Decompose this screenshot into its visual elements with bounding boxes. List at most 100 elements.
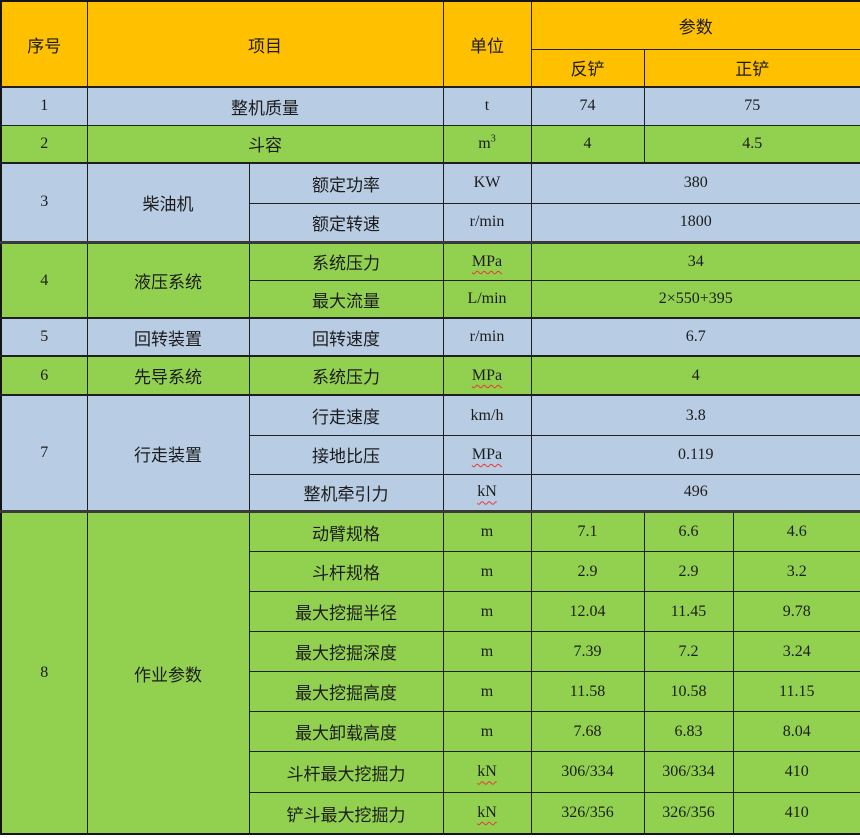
col-header-item[interactable]: 项目 xyxy=(86,0,444,88)
value-cell[interactable]: 7.2 xyxy=(643,631,734,673)
row1-unit-cell[interactable]: t xyxy=(442,86,532,126)
row7-item-travel-speed[interactable]: 行走速度 xyxy=(248,394,444,436)
value-cell[interactable]: 11.45 xyxy=(643,591,734,633)
row2-item-cell[interactable]: 斗容 xyxy=(86,124,444,164)
row5-no-cell[interactable]: 5 xyxy=(0,317,88,357)
row8-unit-m[interactable]: m xyxy=(442,631,532,673)
value-cell[interactable]: 10.58 xyxy=(643,671,734,713)
row4-system-pressure-value[interactable]: 34 xyxy=(530,240,860,281)
row3-item-rated-power[interactable]: 额定功率 xyxy=(248,162,444,204)
row5-item-swing-speed[interactable]: 回转速度 xyxy=(248,317,444,357)
value-cell[interactable]: 3.24 xyxy=(732,631,860,673)
row8-unit-m[interactable]: m xyxy=(442,551,532,593)
row7-drawbar-pull-value[interactable]: 496 xyxy=(530,473,860,513)
row8-item-boom-spec[interactable]: 动臂规格 xyxy=(248,509,444,553)
row6-no-cell[interactable]: 6 xyxy=(0,355,88,396)
value-cell[interactable]: 8.04 xyxy=(732,711,860,753)
row7-group-cell[interactable]: 行走装置 xyxy=(86,394,250,513)
row4-group-cell[interactable]: 液压系统 xyxy=(86,240,250,319)
row2-no-cell[interactable]: 2 xyxy=(0,124,88,164)
row2-shovel-value-cell[interactable]: 4.5 xyxy=(643,124,860,164)
col-header-no[interactable]: 序号 xyxy=(0,0,88,88)
row4-unit-mpa[interactable]: MPa xyxy=(442,240,532,281)
row6-system-pressure-value[interactable]: 4 xyxy=(530,355,860,396)
row7-no-cell[interactable]: 7 xyxy=(0,394,88,513)
row1-item-cell[interactable]: 整机质量 xyxy=(86,86,444,126)
row1-no-cell[interactable]: 1 xyxy=(0,86,88,126)
row7-travel-speed-value[interactable]: 3.8 xyxy=(530,394,860,436)
row8-unit-m[interactable]: m xyxy=(442,671,532,713)
row8-item-max-dump-height[interactable]: 最大卸载高度 xyxy=(248,711,444,753)
row4-unit-lmin[interactable]: L/min xyxy=(442,279,532,319)
row8-item-max-dig-radius[interactable]: 最大挖掘半径 xyxy=(248,591,444,633)
row3-item-rated-speed[interactable]: 额定转速 xyxy=(248,202,444,243)
value-cell[interactable]: 9.78 xyxy=(732,591,860,633)
col-header-unit[interactable]: 单位 xyxy=(442,0,532,88)
row8-unit-kn[interactable]: kN xyxy=(442,751,532,794)
row4-max-flow-value[interactable]: 2×550+395 xyxy=(530,279,860,319)
value-cell[interactable]: 7.39 xyxy=(530,631,645,673)
value-cell[interactable]: 6.83 xyxy=(643,711,734,753)
row3-rated-speed-value[interactable]: 1800 xyxy=(530,202,860,243)
row8-item-max-dig-depth[interactable]: 最大挖掘深度 xyxy=(248,631,444,673)
col-header-backhoe[interactable]: 反铲 xyxy=(530,48,645,88)
row2-unit-cell[interactable]: m3 xyxy=(442,124,532,164)
value-cell[interactable]: 12.04 xyxy=(530,591,645,633)
row8-item-arm-spec[interactable]: 斗杆规格 xyxy=(248,551,444,593)
value-cell[interactable]: 326/356 xyxy=(530,792,645,835)
value-cell[interactable]: 410 xyxy=(732,751,860,794)
row8-no-cell[interactable]: 8 xyxy=(0,510,88,835)
col-header-params[interactable]: 参数 xyxy=(530,0,860,50)
col-header-shovel[interactable]: 正铲 xyxy=(643,48,860,88)
row2-backhoe-value-cell[interactable]: 4 xyxy=(530,124,645,164)
row3-unit-kw[interactable]: KW xyxy=(442,162,532,204)
value-cell[interactable]: 4.6 xyxy=(732,509,860,553)
row3-group-cell[interactable]: 柴油机 xyxy=(86,162,250,243)
row7-unit-kmh[interactable]: km/h xyxy=(442,394,532,436)
row3-rated-power-value[interactable]: 380 xyxy=(530,162,860,204)
value-cell[interactable]: 2.9 xyxy=(530,551,645,593)
row5-group-cell[interactable]: 回转装置 xyxy=(86,317,250,357)
value-cell[interactable]: 3.2 xyxy=(732,551,860,593)
value-cell[interactable]: 7.1 xyxy=(530,509,645,553)
unit-text: m xyxy=(480,722,494,740)
value-cell[interactable]: 2.9 xyxy=(643,551,734,593)
table-row: 3 柴油机 额定功率 KW 380 xyxy=(0,162,860,243)
row4-item-max-flow[interactable]: 最大流量 xyxy=(248,279,444,319)
row8-unit-m[interactable]: m xyxy=(442,711,532,753)
row8-unit-kn[interactable]: kN xyxy=(442,792,532,835)
value-cell[interactable]: 410 xyxy=(732,792,860,835)
row7-item-ground-pressure[interactable]: 接地比压 xyxy=(248,434,444,475)
row6-unit-mpa[interactable]: MPa xyxy=(442,355,532,396)
row8-item-bucket-dig-force[interactable]: 铲斗最大挖掘力 xyxy=(248,792,444,835)
row7-item-drawbar-pull[interactable]: 整机牵引力 xyxy=(248,473,444,513)
value-cell[interactable]: 11.58 xyxy=(530,671,645,713)
row8-unit-m[interactable]: m xyxy=(442,591,532,633)
row8-group-cell[interactable]: 作业参数 xyxy=(86,510,250,835)
row8-item-max-dig-height[interactable]: 最大挖掘高度 xyxy=(248,671,444,713)
table-row: 铲斗最大挖掘力 kN 326/356 326/356 410 xyxy=(1,792,860,835)
row8-unit-m[interactable]: m xyxy=(442,509,532,553)
value-cell[interactable]: 306/334 xyxy=(530,751,645,794)
value-cell[interactable]: 326/356 xyxy=(643,792,734,835)
table-row: 斗杆最大挖掘力 kN 306/334 306/334 410 xyxy=(1,751,860,794)
row6-group-cell[interactable]: 先导系统 xyxy=(86,355,250,396)
row1-shovel-value-cell[interactable]: 75 xyxy=(643,86,860,126)
value-cell[interactable]: 6.6 xyxy=(643,509,734,553)
row4-no-cell[interactable]: 4 xyxy=(0,240,88,319)
row7-unit-kn[interactable]: kN xyxy=(442,473,532,513)
row8-item-arm-dig-force[interactable]: 斗杆最大挖掘力 xyxy=(248,751,444,794)
value-cell[interactable]: 11.15 xyxy=(732,671,860,713)
value-cell[interactable]: 7.68 xyxy=(530,711,645,753)
row7-unit-mpa[interactable]: MPa xyxy=(442,434,532,475)
row5-unit-rpm[interactable]: r/min xyxy=(442,317,532,357)
row3-no-cell[interactable]: 3 xyxy=(0,162,88,243)
row5-swing-speed-value[interactable]: 6.7 xyxy=(530,317,860,357)
row4-item-system-pressure[interactable]: 系统压力 xyxy=(248,240,444,281)
row1-backhoe-value-cell[interactable]: 74 xyxy=(530,86,645,126)
row6-item-system-pressure[interactable]: 系统压力 xyxy=(248,355,444,396)
value-cell[interactable]: 306/334 xyxy=(643,751,734,794)
row3-unit-rpm[interactable]: r/min xyxy=(442,202,532,243)
row7-ground-pressure-value[interactable]: 0.119 xyxy=(530,434,860,475)
